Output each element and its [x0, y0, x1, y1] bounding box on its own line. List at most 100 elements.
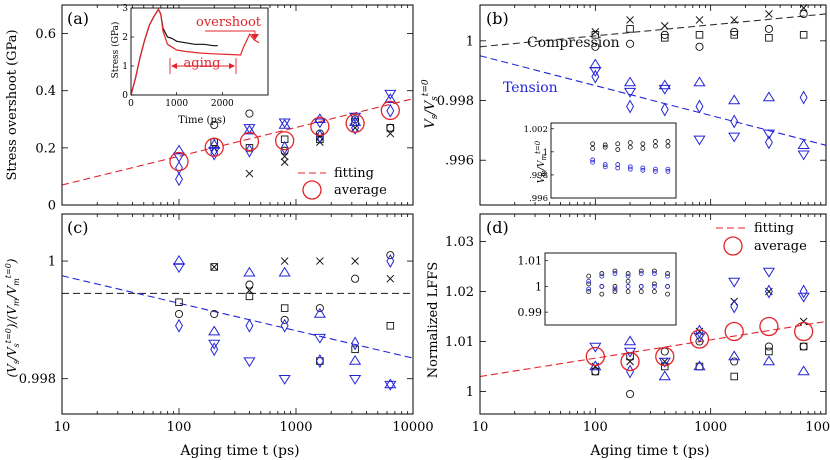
panel-c-triangle-down-marker-shape	[208, 339, 221, 350]
panel-c-circle-marker	[174, 309, 184, 319]
panel-d-diamond-marker	[695, 324, 704, 339]
inset-d-black-marker	[665, 291, 670, 297]
inset-b-blue-marker-shape	[652, 169, 658, 174]
panel-c-diamond-marker-shape	[245, 318, 254, 333]
inset-b-black-marker	[590, 145, 596, 151]
inset-d-blue-marker-shape	[651, 284, 657, 289]
panel-a-diamond-marker-shape	[315, 129, 324, 144]
panel-b-triangle-down-marker	[589, 66, 602, 77]
panel-a-average-marker-shape	[239, 131, 260, 152]
panel-d-square-marker	[626, 352, 634, 361]
panel-a-triangle-down-marker	[208, 147, 221, 157]
panel-d-triangle-up-marker	[797, 365, 810, 376]
inset-b-black-marker-shape	[590, 145, 596, 151]
inset-d-black-marker-shape	[638, 289, 644, 294]
inset-b-blue-marker-shape	[590, 159, 596, 165]
panel-d-average-marker-shape	[724, 321, 744, 342]
inset-b-black-marker-shape	[627, 140, 633, 146]
panel-a-average-marker-shape	[380, 100, 400, 121]
inset-a-xtick-label: 2000	[211, 99, 234, 109]
panel-a-cross-marker	[280, 158, 289, 166]
inset-d-black-marker	[586, 281, 592, 287]
inset-d-black-marker-shape	[665, 271, 670, 276]
panel-d-square-marker	[765, 347, 773, 356]
inset-b-blue-marker-shape	[627, 166, 633, 172]
y-axis-label-c: (Vs/Vst=0)/(Vm/Vmt=0)	[4, 258, 21, 377]
inset-b-black-marker	[615, 141, 621, 147]
panel-d-triangle-up-marker-shape	[623, 335, 637, 346]
panel-b-diamond-marker-shape	[626, 99, 635, 114]
panel-d-cross-marker	[660, 357, 669, 366]
panel-b-cross-marker	[695, 16, 704, 24]
inset-d-black-marker-shape	[612, 289, 618, 294]
panel-a-triangle-down-marker	[278, 118, 291, 129]
inset-d-blue-marker	[638, 284, 644, 289]
legend-d-average-label: average	[754, 239, 807, 254]
inset-d-black-marker	[638, 289, 644, 294]
panel-b-circle-marker-shape	[799, 9, 808, 19]
inset-b-ytick-label: 1	[543, 148, 548, 158]
panel-d-diamond-marker-shape	[695, 324, 704, 339]
inset-b-black-marker-shape	[615, 147, 621, 152]
inset-d-black-marker	[599, 271, 605, 276]
panel-d-square-marker	[730, 372, 738, 381]
panel-a-triangle-up-marker	[172, 144, 186, 155]
panel-a-cross-marker	[245, 169, 254, 178]
inset-d-blue-marker-shape	[651, 271, 657, 276]
inset-b-blue-marker-shape	[615, 165, 621, 171]
panel-c-circle-marker-shape	[174, 309, 184, 319]
panel-c-square-marker	[280, 304, 289, 312]
panel-d-triangle-up-marker-shape	[797, 365, 810, 376]
inset-b-blue-marker	[640, 167, 646, 173]
panel-b-ytick-label: .996	[445, 154, 474, 169]
panel-d-diamond-marker	[764, 284, 773, 299]
panel-b-cross-marker	[765, 10, 773, 18]
inset-b-blue-marker-shape	[665, 169, 671, 174]
panel-d-square-marker-shape	[730, 372, 738, 381]
panel-d-diamond-marker-shape	[764, 284, 773, 299]
panel-b-square-marker-shape	[626, 25, 634, 33]
inset-a-ytick-label: 1	[122, 62, 128, 72]
panel-d-average-marker	[759, 316, 779, 337]
inset-d-ytick-label: 0.99	[518, 306, 543, 319]
legend-d-average-swatch	[723, 236, 743, 256]
panel-c-circle-marker	[210, 309, 219, 319]
inset-b-black-marker-shape	[615, 141, 621, 147]
inset-d-black-marker	[625, 278, 631, 284]
panel-b-triangle-up-marker	[762, 91, 776, 102]
panel-d-diamond-marker-shape	[799, 284, 808, 299]
inset-b-black-marker-shape	[665, 143, 671, 149]
panel-c-xtick-label: 100	[167, 420, 192, 435]
panel-b-square-marker	[626, 25, 634, 33]
panel-d-cross-marker-shape	[660, 357, 669, 366]
panel-c-triangle-down-marker-shape	[384, 380, 397, 391]
panel-c-square-marker-shape	[386, 322, 395, 330]
panel-d-diamond-marker-shape	[730, 299, 739, 314]
panel-d-circle-marker	[799, 342, 808, 351]
panel-c-cross-marker-shape	[210, 263, 219, 271]
legend-a-fitting-label: fitting	[334, 166, 374, 181]
inset-a-red-curve	[130, 8, 260, 96]
inset-b-blue-marker-shape	[615, 162, 621, 167]
panel-c-cross-marker	[386, 274, 395, 283]
inset-a-xtick-label: 1000	[165, 99, 188, 109]
inset-b-blue-marker	[590, 157, 596, 163]
panel-a-diamond-marker	[315, 129, 324, 144]
inset-d-blue-marker-shape	[638, 284, 644, 289]
panel-c-square-marker-shape	[210, 263, 218, 271]
panel-c-triangle-up-marker-shape	[278, 266, 291, 277]
panel-c-cross-marker	[210, 263, 219, 271]
panel-c-xtick-label: 10000	[392, 420, 433, 435]
inset-b-blue-marker	[602, 162, 608, 167]
panel-d-average-marker-shape	[620, 351, 640, 372]
inset-d-blue-marker	[665, 284, 670, 289]
overshoot-arrow	[205, 30, 256, 35]
panel-d-triangle-up-marker-shape	[693, 360, 706, 371]
legend-a-average-swatch	[302, 180, 322, 200]
inset-b-black-marker-shape	[665, 139, 671, 144]
panel-c-circle-marker	[386, 251, 395, 260]
panel-b-triangle-up-marker-shape	[797, 139, 810, 149]
panel-b-ytick-label: 0.998	[437, 94, 474, 109]
inset-d-blue-marker	[638, 271, 644, 276]
panel-b-square-marker-shape	[730, 31, 738, 39]
